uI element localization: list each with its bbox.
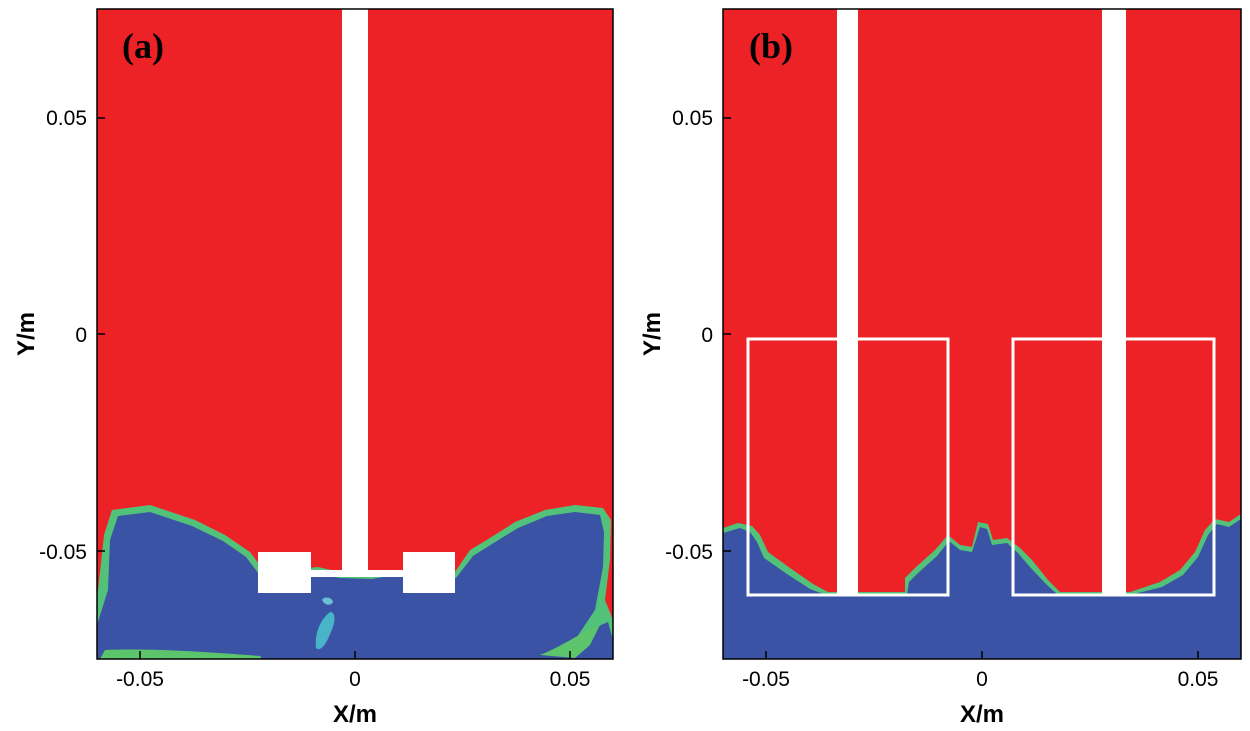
panel-b-blade-outline-left — [746, 337, 950, 597]
panel-b-y-axis-title: Y/m — [639, 312, 666, 356]
panel-a-y-tick-label: 0 — [75, 324, 87, 347]
panel-a-impeller-blade-right — [403, 552, 455, 593]
panel-a-y-axis-title: Y/m — [13, 312, 40, 356]
panel-a-y-tick-label: 0.05 — [46, 107, 87, 130]
panel-a-x-tick-label: 0 — [349, 668, 361, 691]
panel-b-x-tick-label: -0.05 — [742, 668, 790, 691]
panel-a-liquid-region — [97, 512, 613, 659]
panel-a-light-blob — [322, 597, 333, 605]
panel-b-x-axis-title: X/m — [960, 701, 1004, 728]
panel-b-y-tick-label: 0.05 — [672, 107, 713, 130]
panel-a: (a) 0.05 0 -0.05 -0.05 0 0.05 X/m Y/m — [13, 8, 614, 728]
panel-a-impeller-hub — [311, 570, 403, 577]
panel-b-y-tick-label: -0.05 — [665, 541, 713, 564]
panel-b-liquid-region — [723, 519, 1241, 659]
panel-a-green-streak — [540, 625, 600, 658]
panel-b-y-tick-label: 0 — [701, 324, 713, 347]
panel-a-ticks — [97, 117, 571, 659]
panel-b-shaft-left — [837, 9, 858, 595]
panel-b: (b) 0.05 0 -0.05 -0.05 0 0.05 X/m Y/m — [639, 8, 1242, 728]
panel-b-x-tick-label: 0.05 — [1178, 668, 1219, 691]
panel-a-x-axis-title: X/m — [333, 701, 377, 728]
panel-a-shaft — [342, 9, 368, 576]
panel-b-blade-outline-right — [1011, 337, 1216, 597]
panel-b-x-tick-label: 0 — [976, 668, 988, 691]
panel-b-ticks — [723, 117, 1199, 659]
panel-a-x-tick-label: -0.05 — [116, 668, 164, 691]
panel-a-y-tick-label: -0.05 — [39, 541, 87, 564]
panel-b-label: (b) — [749, 26, 793, 66]
panel-b-shaft-right — [1102, 9, 1126, 595]
panel-a-x-tick-label: 0.05 — [550, 668, 591, 691]
panel-a-impeller-blade-left — [258, 552, 311, 593]
panel-a-light-blob — [315, 612, 335, 650]
panel-a-label: (a) — [122, 26, 164, 66]
